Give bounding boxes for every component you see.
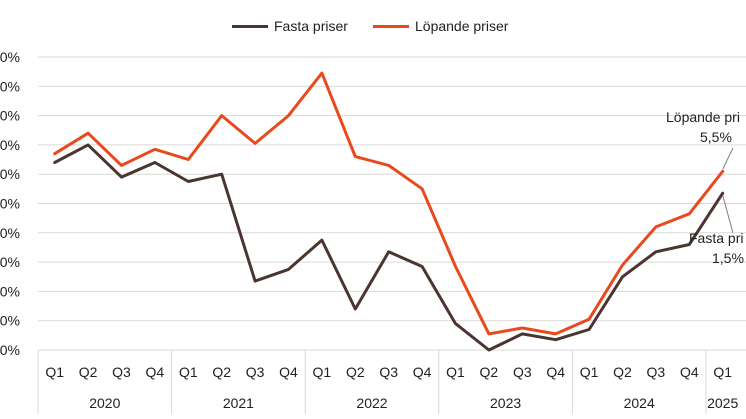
x-tick-quarter: Q2 bbox=[212, 364, 231, 380]
x-tick-quarter: Q1 bbox=[446, 364, 465, 380]
x-tick-quarter: Q4 bbox=[546, 364, 565, 380]
x-tick-quarter: Q3 bbox=[513, 364, 532, 380]
series-lines bbox=[53, 71, 725, 352]
y-tick-label: 0% bbox=[0, 254, 20, 270]
x-tick-quarter: Q1 bbox=[313, 364, 332, 380]
annotation-fasta-name: Fasta pri bbox=[689, 230, 743, 246]
legend-swatch-fasta bbox=[232, 24, 268, 28]
series-line-fasta-priser bbox=[53, 143, 725, 352]
x-tick-year: 2021 bbox=[223, 395, 254, 411]
x-tick-quarter: Q2 bbox=[79, 364, 98, 380]
y-tick-label: 0% bbox=[0, 166, 20, 182]
y-tick-labels: 0% 0% 0% 0% 0% 0% 0% 0% 0% 0% 0% bbox=[0, 49, 20, 358]
x-tick-quarter: Q4 bbox=[146, 364, 165, 380]
x-tick-quarter: Q4 bbox=[413, 364, 432, 380]
y-tick-label: 0% bbox=[0, 283, 20, 299]
x-tick-year: 2023 bbox=[490, 395, 521, 411]
x-tick-year: 2020 bbox=[89, 395, 120, 411]
x-tick-quarter: Q2 bbox=[480, 364, 499, 380]
legend-label-fasta: Fasta priser bbox=[274, 18, 348, 34]
x-tick-quarter: Q4 bbox=[680, 364, 699, 380]
x-tick-quarter: Q1 bbox=[580, 364, 599, 380]
x-tick-quarter: Q3 bbox=[647, 364, 666, 380]
x-tick-quarter: Q1 bbox=[45, 364, 64, 380]
legend-swatch-lopande bbox=[373, 24, 409, 28]
x-tick-quarter: Q3 bbox=[246, 364, 265, 380]
annotation-lopande-value: 5,5% bbox=[700, 129, 732, 145]
legend-item-lopande: Löpande priser bbox=[373, 14, 508, 38]
x-axis: Q1 Q2 Q3 Q4 Q1 Q2 Q3 Q4 Q1 Q2 Q3 Q4 Q1 Q2 Q3 Q4 Q1 Q2 Q3 Q4… bbox=[37, 350, 738, 414]
x-tick-year: 2024 bbox=[624, 395, 655, 411]
x-tick-year: 2022 bbox=[356, 395, 387, 411]
y-tick-label: 0% bbox=[0, 137, 20, 153]
x-tick-quarter: Q2 bbox=[613, 364, 632, 380]
x-tick-quarter: Q1 bbox=[179, 364, 198, 380]
annotation-lopande-name: Löpande pri bbox=[666, 109, 740, 125]
end-annotations: Löpande pri 5,5% Fasta pri 1,5% bbox=[666, 109, 744, 266]
legend-item-fasta: Fasta priser bbox=[232, 14, 348, 38]
annotation-fasta-value: 1,5% bbox=[712, 250, 744, 266]
legend-label-lopande: Löpande priser bbox=[415, 18, 509, 34]
series-line-lopande-priser bbox=[53, 71, 725, 336]
x-tick-year: 2025 bbox=[707, 395, 738, 411]
y-tick-label: 0% bbox=[0, 196, 20, 212]
x-tick-quarter: Q4 bbox=[279, 364, 298, 380]
x-tick-quarter: Q3 bbox=[379, 364, 398, 380]
y-tick-label: 0% bbox=[0, 313, 20, 329]
y-tick-label: 0% bbox=[0, 225, 20, 241]
gridlines bbox=[38, 56, 746, 351]
y-tick-label: 0% bbox=[0, 49, 20, 65]
legend: Fasta priser Löpande priser bbox=[0, 14, 746, 38]
x-tick-quarter: Q3 bbox=[112, 364, 131, 380]
x-tick-quarter: Q1 bbox=[713, 364, 732, 380]
annotation-leader-fasta bbox=[722, 195, 734, 234]
x-tick-quarter: Q2 bbox=[346, 364, 365, 380]
annotation-leader-lopande bbox=[722, 147, 734, 170]
y-tick-label: 0% bbox=[0, 342, 20, 358]
y-tick-label: 0% bbox=[0, 78, 20, 94]
y-tick-label: 0% bbox=[0, 108, 20, 124]
